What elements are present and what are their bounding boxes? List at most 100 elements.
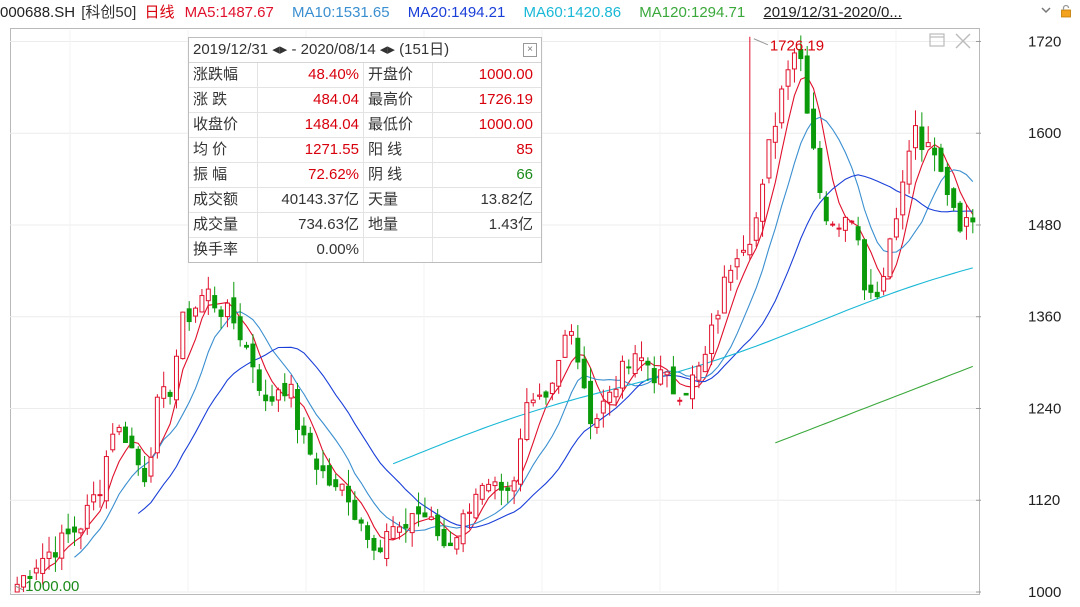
candle-body — [21, 575, 27, 588]
candle-body — [269, 396, 275, 402]
candle-body — [511, 480, 517, 492]
candle-body — [919, 126, 925, 150]
summary-row: 均 价 1271.55 阳 线 85 — [189, 138, 541, 163]
candle-body — [562, 334, 568, 358]
candle-body — [830, 223, 836, 226]
candle-body — [237, 316, 243, 341]
summary-right-arrow[interactable]: ◂▸ — [379, 41, 395, 58]
range-summary-box: 2019/12/31 ◂▸ - 2020/08/14 ◂▸ (151日) × 涨… — [188, 37, 542, 263]
summary-label: 天量 — [364, 188, 433, 212]
summary-row: 换手率 0.00% — [189, 238, 541, 262]
candle-body — [454, 537, 460, 550]
summary-label: 涨 跌 — [189, 88, 258, 112]
period-label[interactable]: 日线 — [144, 4, 175, 21]
candle-body — [543, 391, 549, 398]
candle-body — [766, 139, 772, 179]
candle-body — [613, 388, 619, 398]
summary-left-arrow[interactable]: ◂▸ — [272, 41, 288, 58]
summary-row: 振 幅 72.62% 阴 线 66 — [189, 163, 541, 188]
summary-row: 成交额 40143.37亿 天量 13.82亿 — [189, 188, 541, 213]
candle-body — [938, 147, 944, 172]
candle-body — [645, 360, 651, 366]
candle-body — [186, 308, 192, 323]
candle-body — [817, 147, 823, 193]
candle-body — [836, 227, 842, 230]
candle-body — [84, 504, 90, 529]
candle-body — [811, 108, 817, 149]
candle-body — [129, 435, 135, 449]
lock-icon[interactable] — [1058, 4, 1074, 20]
candle-body — [263, 394, 269, 402]
candle-body — [256, 369, 262, 391]
restore-window-icon[interactable] — [929, 33, 945, 47]
candle-body — [72, 526, 77, 533]
candle-body — [409, 513, 415, 534]
candle-body — [740, 249, 746, 253]
summary-label: 阴 线 — [364, 163, 433, 187]
ma10-line — [74, 116, 974, 558]
candle-body — [619, 360, 625, 389]
candle-body — [849, 220, 855, 223]
summary-value: 13.82亿 — [480, 191, 533, 208]
candle-body — [855, 226, 861, 241]
candle-body — [568, 331, 574, 336]
candle-body — [428, 516, 434, 520]
summary-value: 48.40% — [258, 63, 364, 87]
summary-label: 成交量 — [189, 213, 258, 237]
candle-body — [460, 513, 466, 545]
high-annotation-label: 1726.19 — [770, 38, 824, 55]
candle-body — [677, 399, 683, 402]
candle-body — [377, 547, 383, 553]
candle-body — [27, 575, 33, 579]
summary-label: 振 幅 — [189, 163, 258, 187]
ma20-line — [137, 174, 973, 529]
candle-body — [734, 258, 740, 268]
candle-body — [594, 418, 600, 428]
candle-body — [275, 389, 281, 401]
summary-label: 阳 线 — [364, 138, 433, 162]
candle-body — [314, 458, 320, 470]
candle-body — [632, 353, 638, 375]
candle-body — [224, 302, 230, 318]
candle-body — [664, 371, 670, 376]
candle-body — [199, 295, 205, 313]
close-chart-icon[interactable] — [955, 33, 971, 49]
date-range-link[interactable]: 2019/12/31-2020/0... — [763, 4, 902, 21]
candle-body — [798, 49, 804, 60]
candle-body — [721, 276, 727, 314]
candle-body — [40, 557, 46, 574]
candle-body — [626, 366, 632, 369]
candle-body — [103, 456, 109, 502]
ma60-label: MA60:1420.86 — [523, 4, 622, 21]
candle-body — [345, 485, 351, 503]
y-axis: 1000 1120 1240 1360 1480 1600 1720 — [976, 33, 1061, 601]
summary-label: 开盘价 — [364, 63, 433, 87]
summary-row: 涨 跌 484.04 最高价 1726.19 — [189, 88, 541, 113]
candle-body — [384, 531, 390, 560]
candle-body — [893, 218, 899, 238]
candle-body — [518, 438, 523, 485]
candle-body — [505, 487, 511, 491]
candle-body — [167, 391, 173, 397]
y-tick-label: 1240 — [1028, 400, 1061, 417]
high-annotation-arrow — [753, 38, 769, 46]
chevron-down-icon[interactable] — [1038, 4, 1054, 20]
candle-body — [352, 499, 358, 520]
candle-body — [173, 355, 179, 401]
candle-body — [91, 494, 97, 503]
ma120-label: MA120:1294.71 — [639, 4, 746, 21]
summary-label: 成交额 — [189, 188, 258, 212]
ma5-label: MA5:1487.67 — [184, 4, 274, 21]
summary-label: 均 价 — [189, 138, 258, 162]
summary-value: 1484.04 — [258, 113, 364, 137]
close-icon[interactable]: × — [523, 43, 537, 57]
candle-body — [658, 369, 664, 385]
candle-body — [957, 202, 963, 232]
summary-value — [433, 238, 537, 262]
candle-body — [651, 368, 657, 384]
candle-body — [148, 456, 154, 477]
candle-body — [180, 311, 186, 360]
candle-body — [804, 55, 810, 114]
stock-code: 000688.SH — [0, 4, 76, 21]
